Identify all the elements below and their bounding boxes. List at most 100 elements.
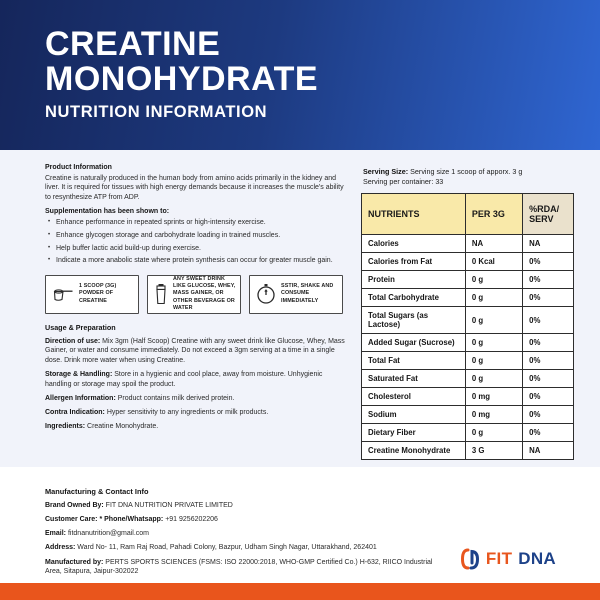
scoop-icon [53,289,73,301]
nutrient-amount: NA [464,234,524,253]
contact-items: Brand Owned By: FIT DNA NUTRITION PRIVAT… [45,501,437,577]
fitdna-logo: FIT DNA [460,547,556,571]
nutrient-rda: NA [522,441,574,460]
table-row: Cholesterol 0 mg 0% [361,387,574,406]
supplement-bullets: Enhance performance in repeated sprints … [47,218,345,266]
contact-heading: Manufacturing & Contact Info [45,487,149,496]
nutrient-name: Protein [361,270,466,289]
field-label: Manufactured by: [45,558,104,566]
usage-heading: Usage & Preparation [45,322,116,332]
labeled-text-line: Contra Indication: Hyper sensitivity to … [45,408,269,416]
nutrition-table-header: NUTRIENTS PER 3G %RDA/ SERV [361,193,574,235]
labeled-text-line: Storage & Handling: Store in a hygienic … [45,371,323,388]
nutrient-name: Dietary Fiber [361,423,466,442]
nutrient-name: Sodium [361,405,466,424]
nutrient-name: Calories from Fat [361,252,466,271]
supplement-bullet: Help buffer lactic acid build-up during … [47,244,345,254]
supplement-bullet: Enhance glycogen storage and carbohydrat… [47,231,345,241]
product-title-line2: MONOHYDRATE [45,59,319,98]
serving-size-line: Serving Size: Serving size 1 scoop of ap… [363,167,574,176]
nutrient-amount: 0 g [464,423,524,442]
nutrition-table: NUTRIENTS PER 3G %RDA/ SERV Calories NA NA… [361,193,574,460]
table-row: Added Sugar (Sucrose) 0 g 0% [361,333,574,352]
labeled-text-line: Customer Care: * Phone/Whatsapp: +91 925… [45,516,218,524]
product-info-body: Creatine is naturally produced in the hu… [45,174,344,201]
serving-per-container: Serving per container: 33 [363,177,444,186]
preparation-steps-row: 1 SCOOP (3G) POWDER OF CREATINE ANY SWEE… [45,274,345,314]
field-label: Storage & Handling: [45,371,113,378]
col-header-rda: %RDA/ SERV [522,193,574,235]
nutrient-rda: 0% [522,351,574,370]
table-row: Total Fat 0 g 0% [361,351,574,370]
nutrient-rda: 0% [522,369,574,388]
nutrient-amount: 0 g [464,333,524,352]
main-content: Product Information Creatine is naturall… [0,150,600,467]
nutrient-amount: 0 Kcal [464,252,524,271]
field-label: Direction of use: [45,337,101,345]
field-label: Customer Care: * Phone/Whatsapp: [45,516,164,524]
nutrient-amount: 0 g [464,369,524,388]
product-title: CREATINE MONOHYDRATE [45,27,600,96]
col-header-per3g: PER 3G [464,193,524,235]
footer-accent-bar [0,583,600,600]
header-subtitle: NUTRITION INFORMATION [45,103,268,122]
nutrient-amount: 3 G [464,441,524,460]
nutrient-rda: 0% [522,288,574,307]
stopwatch-icon [257,284,275,304]
logo-text-dna: DNA [518,549,556,568]
nutrient-name: Added Sugar (Sucrose) [361,333,466,352]
nutrient-name: Total Carbohydrate [361,288,466,307]
step-box-consume: SSTIR, SHAKE AND CONSUME IMMEDIATELY [249,274,343,314]
nutrient-amount: 0 mg [464,387,524,406]
table-row: Saturated Fat 0 g 0% [361,369,574,388]
labeled-text-line: Brand Owned By: FIT DNA NUTRITION PRIVAT… [45,502,233,509]
serving-size-label: Serving Size: [363,167,409,176]
labeled-text-line: Allergen Information: Product contains m… [45,394,235,402]
nutrient-amount: 0 mg [464,405,524,424]
nutrient-rda: 0% [522,405,574,424]
supplement-bullet: Indicate a more anabolic state where pro… [47,256,345,266]
nutrient-name: Creatine Monohydrate [361,441,466,460]
shaker-bottle-icon [156,284,166,305]
serving-size-value: Serving size 1 scoop of apporx. 3 g [410,167,523,176]
nutrient-rda: 0% [522,387,574,406]
nutrient-rda: NA [522,234,574,253]
nutrient-amount: 0 g [464,351,524,370]
step-box-scoop: 1 SCOOP (3G) POWDER OF CREATINE [45,274,139,314]
labeled-text-line: Address: Ward No- 11, Ram Raj Road, Paha… [45,544,377,552]
table-row: Total Sugars (as Lactose) 0 g 0% [361,306,574,334]
labeled-text-line: Email: fitdnanutrition@gmail.com [45,530,149,538]
table-row: Protein 0 g 0% [361,270,574,289]
product-info-column: Product Information Creatine is naturall… [45,164,345,467]
nutrient-rda: 0% [522,270,574,289]
field-label: Contra Indication: [45,408,105,416]
nutrient-rda: 0% [522,333,574,352]
nutrient-rda: 0% [522,306,574,334]
labeled-text-line: Ingredients: Creatine Monohydrate. [45,423,159,431]
nutrition-table-body: Calories NA NA Calories from Fat 0 Kcal 0% Pro… [361,234,574,460]
product-info-heading: Product Information [45,164,112,171]
table-row: Creatine Monohydrate 3 G NA [361,441,574,460]
nutrient-name: Total Sugars (as Lactose) [361,306,466,334]
nutrient-name: Cholesterol [361,387,466,406]
field-label: Ingredients: [45,423,86,431]
step-label: ANY SWEET DRINK LIKE GLUCOSE, WHEY, MASS… [173,275,236,311]
step-label: 1 SCOOP (3G) POWDER OF CREATINE [79,283,117,304]
step-box-drink: ANY SWEET DRINK LIKE GLUCOSE, WHEY, MASS… [147,274,241,314]
nutrition-column: Serving Size: Serving size 1 scoop of ap… [361,164,574,467]
table-row: Calories from Fat 0 Kcal 0% [361,252,574,271]
table-row: Sodium 0 mg 0% [361,405,574,424]
nutrient-rda: 0% [522,423,574,442]
step-label: SSTIR, SHAKE AND CONSUME IMMEDIATELY [281,283,334,304]
logo-text-fit: FIT [485,549,513,568]
contact-footer: Manufacturing & Contact Info Brand Owned… [0,467,600,583]
labeled-text-line: Manufactured by: PERTS SPORTS SCIENCES (… [45,558,433,576]
nutrient-name: Calories [361,234,466,253]
nutrient-name: Saturated Fat [361,369,466,388]
nutrient-rda: 0% [522,252,574,271]
nutrient-amount: 0 g [464,270,524,289]
col-header-nutrients: NUTRIENTS [361,193,466,235]
product-title-line1: CREATINE [45,25,221,63]
nutrient-name: Total Fat [361,351,466,370]
